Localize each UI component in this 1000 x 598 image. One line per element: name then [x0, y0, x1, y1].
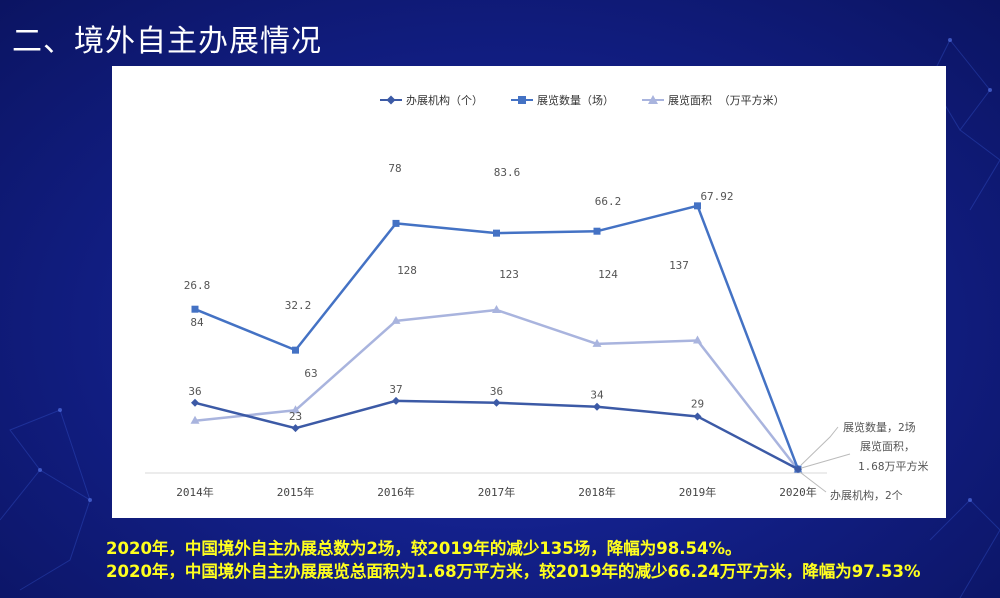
callout-leader-area: [800, 453, 851, 469]
data-label-org: 36: [490, 385, 503, 398]
data-label-count: 63: [304, 367, 317, 380]
data-point-area: [291, 405, 300, 414]
data-point-count: [694, 202, 701, 210]
legend-label-count: 展览数量（场）: [537, 94, 614, 107]
x-tick-label: 2017年: [478, 485, 516, 499]
legend-label-org: 办展机构（个）: [406, 94, 483, 107]
data-label-org: 36: [188, 385, 201, 398]
triangle-marker-icon: [642, 95, 664, 105]
square-marker-icon: [511, 95, 533, 105]
summary-line-1: 2020年，中国境外自主办展总数为2场，较2019年的减少135场，降幅为98.…: [106, 539, 742, 558]
data-label-area: 78: [388, 162, 401, 175]
data-point-org: [693, 412, 702, 421]
data-point-org: [191, 398, 199, 407]
data-point-count: [191, 305, 199, 313]
x-tick-label: 2014年: [176, 485, 214, 499]
data-label-count: 137: [669, 259, 689, 272]
data-point-org: [392, 396, 400, 405]
summary-line-2: 2020年，中国境外自主办展展览总面积为1.68万平方米，较2019年的减少66…: [106, 562, 921, 581]
data-point-org: [593, 402, 601, 411]
x-tick-label: 2018年: [578, 485, 616, 499]
data-point-count: [292, 346, 299, 354]
data-label-org: 34: [590, 389, 604, 402]
data-point-area: [190, 415, 200, 424]
data-label-area: 66.2: [595, 195, 622, 208]
callout-label-area-1: 展览面积，: [860, 439, 915, 453]
series-line-count: [194, 204, 800, 470]
chart-legend: 办展机构（个） 展览数量（场） 展览面积 （万平方米）: [380, 92, 785, 108]
data-label-org: 29: [691, 397, 704, 410]
data-point-area: [492, 304, 501, 313]
data-point-count: [593, 227, 601, 235]
legend-item-area: 展览面积 （万平方米）: [642, 92, 785, 108]
legend-item-org: 办展机构（个）: [380, 92, 483, 108]
line-chart: 2014年 2015年 2016年 2017年 2018年 2019年 2020年 36 23 3…: [145, 162, 929, 502]
data-point-org: [492, 398, 501, 407]
slide-title: 二、境外自主办展情况: [12, 24, 322, 59]
data-label-org: 23: [289, 410, 302, 423]
data-point-count: [392, 219, 400, 227]
summary-text: 2020年，中国境外自主办展总数为2场，较2019年的减少135场，降幅为98.…: [106, 537, 980, 583]
callout-label-area-2: 1.68万平方米: [858, 459, 929, 473]
data-label-count: 124: [598, 268, 618, 281]
x-tick-label: 2016年: [377, 485, 415, 499]
data-label-area: 26.8: [184, 279, 211, 292]
callout-leader-count: [800, 426, 839, 466]
legend-label-area: 展览面积 （万平方米）: [668, 94, 785, 107]
callout-leader-org: [799, 471, 827, 493]
legend-item-count: 展览数量（场）: [511, 92, 614, 108]
data-point-count: [493, 229, 500, 237]
x-tick-label: 2015年: [277, 485, 315, 499]
data-label-area: 67.92: [700, 190, 733, 203]
data-point-area: [391, 315, 401, 324]
data-label-area: 83.6: [494, 166, 521, 179]
data-point-org: [291, 424, 300, 433]
x-tick-label: 2019年: [679, 485, 717, 499]
chart-card: 2014年 2015年 2016年 2017年 2018年 2019年 2020年 36 23 3…: [112, 66, 946, 518]
data-point-area: [693, 335, 702, 344]
data-point-area: [592, 338, 602, 347]
data-label-count: 128: [397, 264, 417, 277]
data-label-count: 123: [499, 268, 519, 281]
callout-label-org: 办展机构，2个: [830, 488, 903, 502]
callout-label-count: 展览数量，2场: [843, 420, 916, 434]
data-point-org: [794, 465, 802, 474]
data-label-area: 32.2: [285, 299, 312, 312]
diamond-marker-icon: [380, 95, 402, 105]
x-tick-label: 2020年: [779, 485, 817, 499]
data-label-count: 84: [190, 316, 204, 329]
data-label-org: 37: [389, 383, 402, 396]
